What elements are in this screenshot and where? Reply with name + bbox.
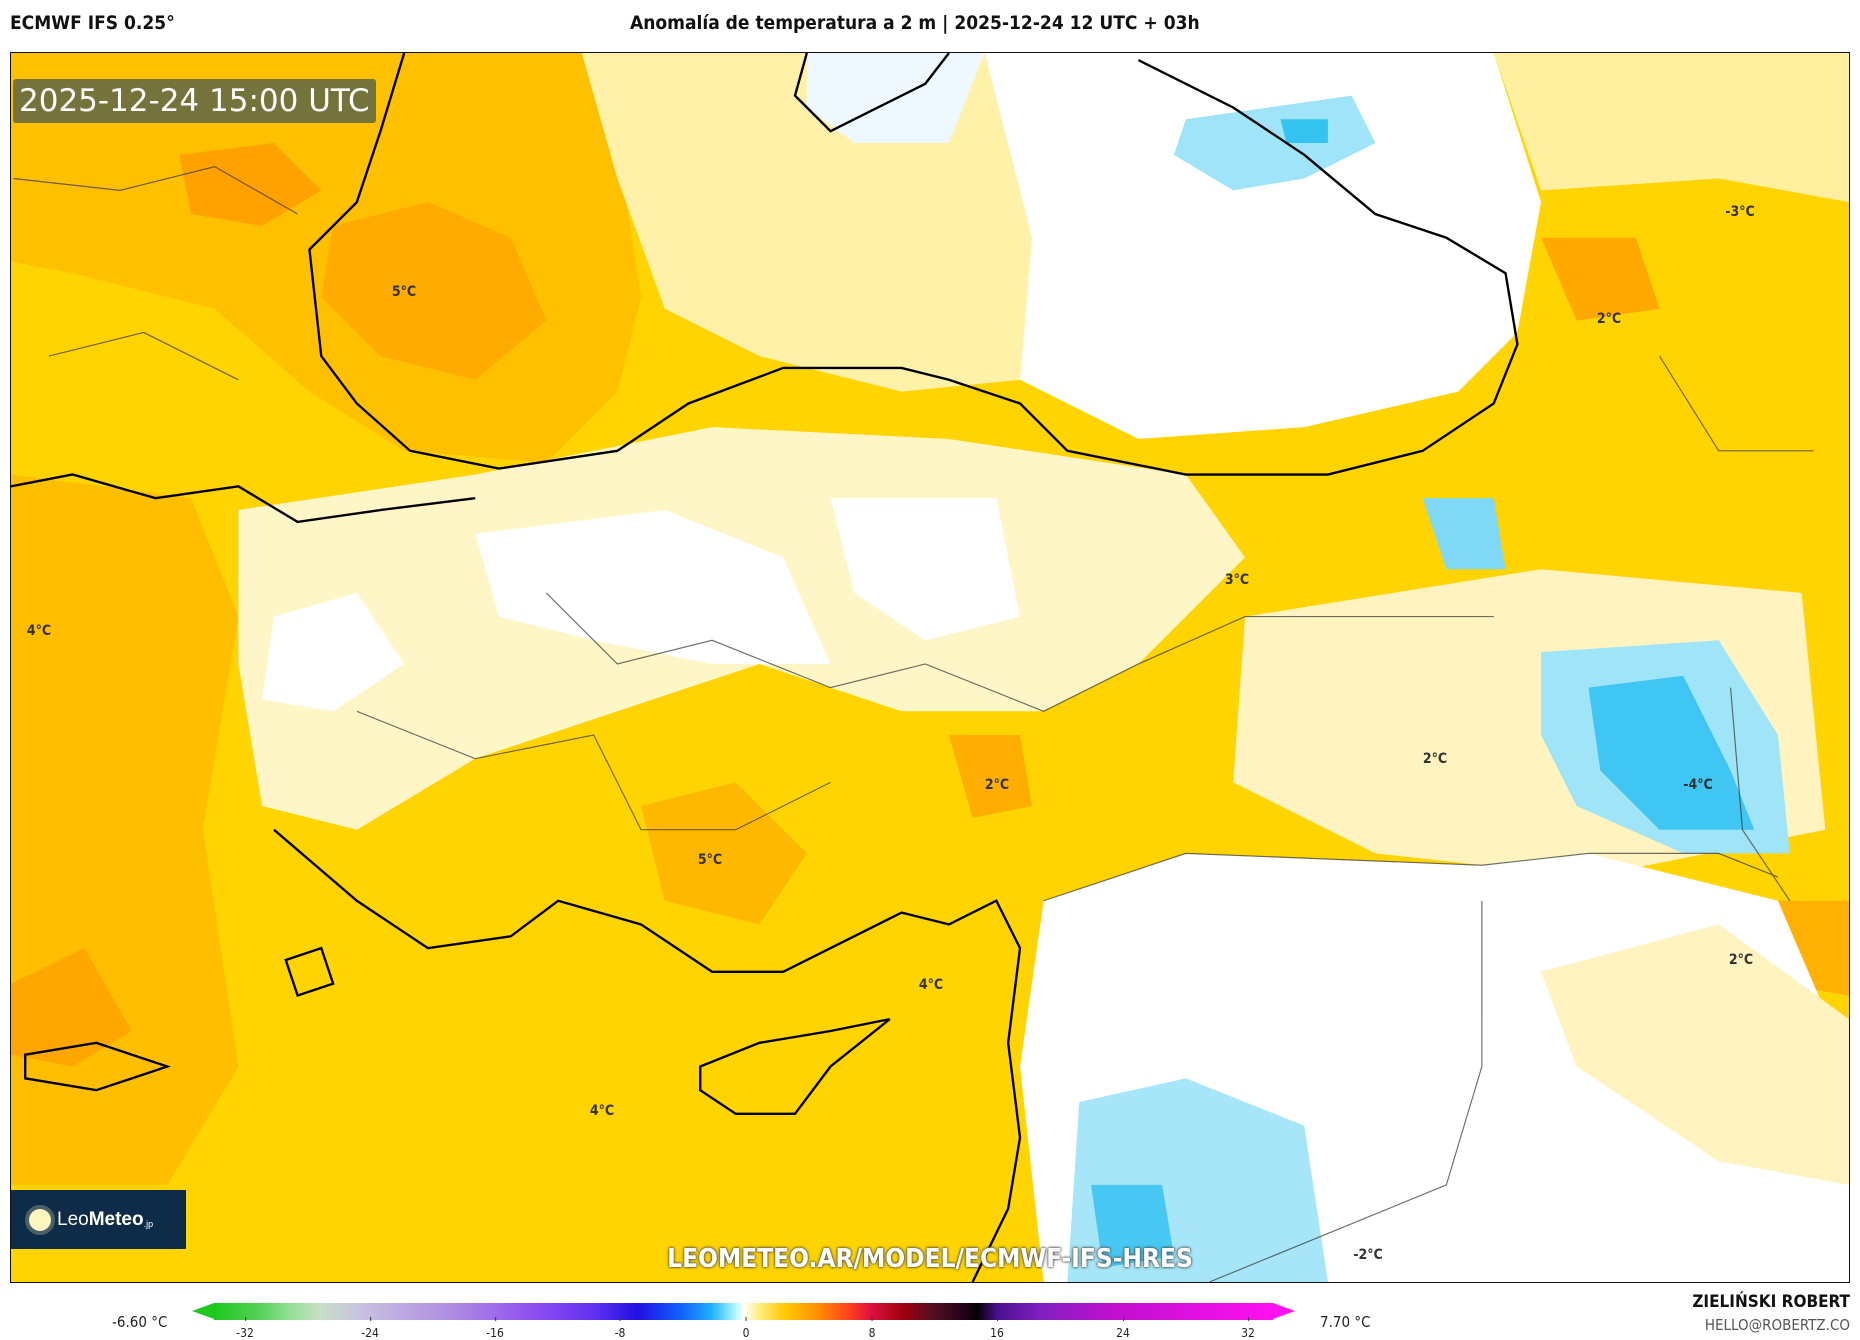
colorbar-max-value: 7.70 °C <box>1320 1313 1371 1331</box>
leometeo-logo[interactable]: Leo Meteo .jp <box>11 1190 186 1249</box>
logo-text-light: Leo <box>57 1208 89 1230</box>
contour-label: 2°C <box>1422 751 1448 767</box>
contour-label: 4°C <box>918 977 944 993</box>
watermark-url: LEOMETEO.AR/MODEL/ECMWF-IFS-HRES <box>667 1244 1193 1274</box>
contour-label: -4°C <box>1683 777 1713 793</box>
sun-icon <box>29 1208 51 1231</box>
neutral-region <box>984 53 1542 439</box>
model-name: ECMWF IFS 0.25° <box>10 12 175 34</box>
colorbar-tick: 24 <box>1116 1317 1130 1340</box>
colorbar-tick: 16 <box>990 1317 1004 1340</box>
logo-suffix: .jp <box>143 1218 154 1229</box>
colorbar-tick: 32 <box>1241 1317 1255 1340</box>
map-title: Anomalía de temperatura a 2 m | 2025-12-… <box>630 12 1200 34</box>
colorbar-tick: -32 <box>236 1317 254 1340</box>
contour-label: 2°C <box>984 777 1010 793</box>
valid-time-badge: 2025-12-24 15:00 UTC <box>13 79 376 123</box>
contour-label: 2°C <box>1728 952 1754 968</box>
temperature-anomaly-map <box>11 53 1849 1282</box>
colorbar-gradient <box>214 1303 1273 1320</box>
colorbar <box>192 1303 1295 1320</box>
map-panel[interactable]: 2025-12-24 15:00 UTC 5°C 4°C 5°C 2°C 4°C… <box>10 52 1850 1283</box>
colorbar-high-arrow <box>1273 1303 1295 1319</box>
author-email[interactable]: HELLO@ROBERTZ.CO <box>1704 1316 1850 1334</box>
colorbar-tick: -8 <box>615 1317 625 1340</box>
author-name: ZIELIŃSKI ROBERT <box>1692 1292 1850 1312</box>
colorbar-tick: -24 <box>361 1317 379 1340</box>
contour-label: -2°C <box>1353 1247 1383 1263</box>
contour-label: 2°C <box>1596 311 1622 327</box>
colorbar-tick: 0 <box>743 1317 749 1340</box>
contour-label: 3°C <box>1224 572 1250 588</box>
colorbar-tick: 8 <box>869 1317 875 1340</box>
logo-text-bold: Meteo <box>88 1208 144 1230</box>
contour-label: 5°C <box>391 284 417 300</box>
contour-label: 4°C <box>26 623 52 639</box>
colorbar-tick: -16 <box>486 1317 504 1340</box>
contour-label: -3°C <box>1725 204 1755 220</box>
contour-label: 5°C <box>697 852 723 868</box>
colorbar-low-arrow <box>192 1303 214 1319</box>
colorbar-min-value: -6.60 °C <box>112 1313 168 1331</box>
contour-label: 4°C <box>589 1103 615 1119</box>
